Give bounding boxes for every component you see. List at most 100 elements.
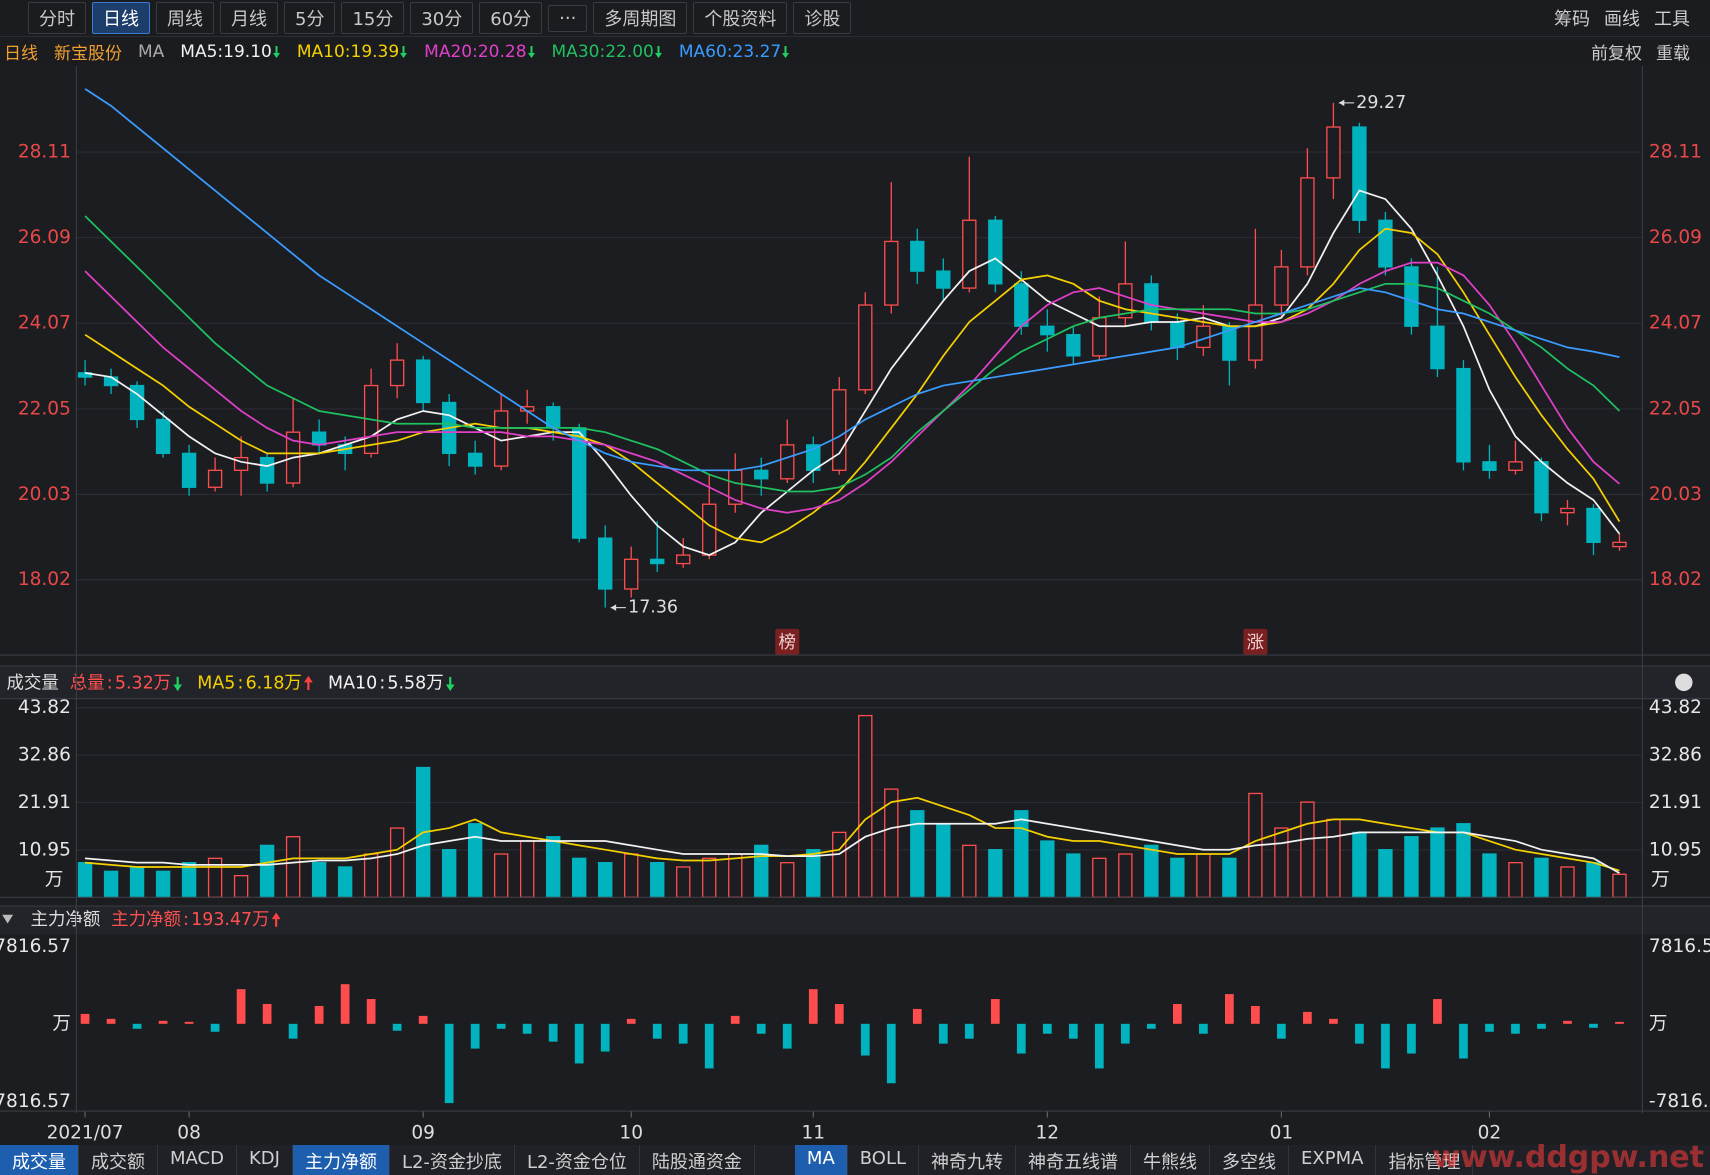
volume-bar [77,862,93,898]
period-tab[interactable]: 多周期图 [593,2,688,34]
candle-body [650,558,665,565]
event-marker-label: 榜 [779,633,796,653]
overlay-tab[interactable]: 多空线 [1210,1145,1290,1175]
legend-text: : [107,673,113,693]
tool-button[interactable]: 筹码 [1554,9,1590,30]
header-button[interactable]: 前复权 [1591,44,1642,64]
period-tab[interactable]: ··· [548,4,588,32]
flow-bar [80,1013,90,1024]
y-tick-label-right: 26.09 [1649,227,1702,248]
indicator-tab[interactable]: MACD [158,1145,237,1175]
stock-name: 新宝股份 [54,44,122,64]
overlay-tab[interactable]: BOLL [848,1145,920,1175]
flow-bar [1615,1021,1624,1024]
overlay-tab[interactable]: EXPMA [1289,1145,1377,1175]
ma-line [84,189,1621,557]
period-tab[interactable]: 月线 [220,2,278,34]
period-tab[interactable]: 15分 [341,2,405,34]
volume-bar [1352,831,1367,898]
x-tick-label: 12 [1036,1122,1060,1143]
legend-text: MA10 [328,673,377,693]
candle-body [754,469,769,480]
collapse-icon [2,914,14,924]
x-tick-label: 11 [801,1122,825,1143]
unit-label: 万 [45,869,64,890]
flow-bar [600,1023,610,1052]
overlay-tab[interactable]: 牛熊线 [1131,1145,1211,1175]
volume-bar [233,874,249,898]
volume-bar [1274,827,1289,898]
ma-legend: MA30:22.00 [552,42,663,62]
volume-bar [962,844,977,898]
legend-text: 总量 [70,673,105,693]
legend-separator: : [217,41,224,62]
overlay-tab[interactable]: 指标管理 [1376,1145,1474,1175]
period-tab[interactable]: 60分 [479,2,543,34]
legend-text: 成交量 [7,673,59,693]
flow-bar [210,1023,220,1032]
indicator-tab[interactable]: L2-资金抄底 [390,1145,515,1175]
flow-bar [1329,1018,1338,1024]
candle-body [1534,461,1549,514]
candle-body [572,427,587,539]
panel-header [0,666,1710,699]
indicator-tab[interactable]: L2-资金仓位 [515,1145,640,1175]
candle-body [181,452,197,488]
overlay-tab[interactable]: 神奇九转 [919,1145,1017,1175]
legend-separator: : [726,41,733,62]
ma-value: 22.00 [605,41,654,62]
indicator-tab[interactable]: 主力净额 [292,1145,390,1175]
flow-bar [756,1023,766,1034]
event-marker-label: 涨 [1247,633,1264,653]
volume-bar [493,853,509,898]
annotation-label: 29.27 [1356,93,1406,113]
trend-arrow [527,45,535,58]
period-tab[interactable]: 诊股 [793,2,852,34]
flow-bar [1199,1023,1208,1034]
volume-bar [728,853,743,898]
tool-button[interactable]: 画线 [1604,9,1640,30]
header-row: 日线 新宝股份 MA MA5:19.10 MA10:19.39 MA20:20.28… [0,37,1710,66]
indicator-tab[interactable]: 成交量 [0,1145,79,1175]
flow-bar [860,1023,870,1056]
candle-body [129,384,145,421]
period-tab[interactable]: 个股资料 [693,2,788,34]
flow-bar [1016,1023,1026,1054]
indicator-tab[interactable]: KDJ [237,1145,293,1175]
watermark: www.ddgpw.net [1432,1140,1704,1175]
overlay-tab[interactable]: 神奇五线谱 [1016,1145,1132,1175]
indicator-tab[interactable]: 陆股通资金 [640,1145,755,1175]
flow-bar [730,1015,740,1024]
ma-value: 20.28 [477,41,527,62]
period-tab[interactable]: 分时 [28,2,86,34]
period-tab[interactable]: 5分 [284,2,336,34]
volume-bar [467,823,483,898]
y-tick-label: 10.95 [18,839,71,860]
trend-arrow [400,45,408,58]
volume-bar [702,857,717,898]
y-tick-label: 21.91 [18,792,71,813]
volume-bar [676,866,691,898]
trend-arrow [304,675,313,690]
volume-bar [285,836,301,898]
volume-bar [1144,844,1159,898]
tool-button[interactable]: 工具 [1654,9,1690,30]
period-tab[interactable]: 30分 [410,2,474,34]
candle-body [1560,507,1575,514]
y-tick-label-right: 43.82 [1649,697,1702,718]
indicator-tab[interactable]: 成交额 [79,1145,158,1175]
flow-bar [1537,1023,1546,1029]
flow-bar [1381,1023,1390,1069]
volume-bar [545,836,561,898]
y-tick-label-right: 18.02 [1649,569,1702,590]
header-button[interactable]: 重载 [1656,44,1690,64]
overlay-tab[interactable]: MA [794,1145,848,1175]
period-tab[interactable]: 周线 [156,2,214,34]
y-tick-label: 26.09 [18,227,71,248]
event-marker [1243,628,1268,656]
trend-arrow [654,45,662,58]
y-tick-label: 28.11 [18,142,71,163]
candle-body [1170,321,1185,349]
period-tab[interactable]: 日线 [92,2,150,34]
